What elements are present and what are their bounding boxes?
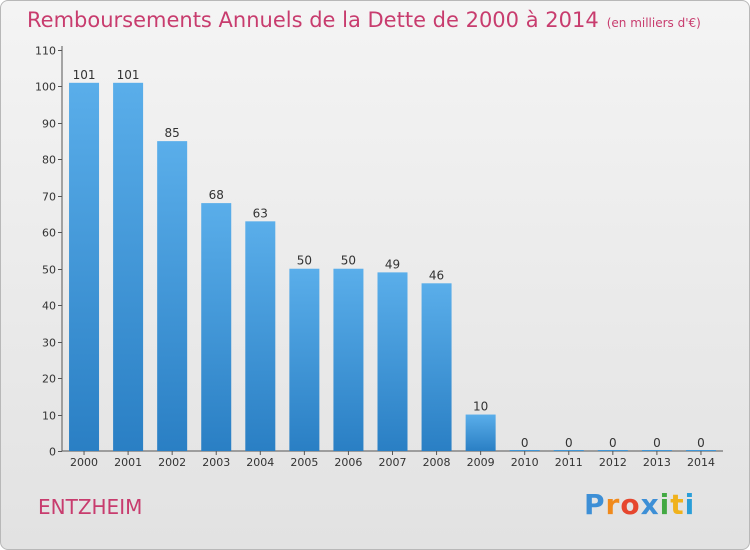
logo-letter: o <box>620 488 641 521</box>
bar <box>641 450 672 451</box>
data-label: 0 <box>565 436 573 450</box>
x-tick-label: 2011 <box>555 456 583 469</box>
data-label: 0 <box>653 436 661 450</box>
bar <box>201 203 232 451</box>
y-tick-label: 110 <box>35 45 56 58</box>
y-tick-label: 70 <box>42 191 56 204</box>
y-tick-label: 0 <box>49 446 56 459</box>
y-tick-label: 40 <box>42 300 56 313</box>
bar <box>377 272 408 451</box>
x-tick-label: 2004 <box>246 456 274 469</box>
bar <box>421 283 452 451</box>
bar-layer <box>69 82 716 452</box>
x-tick-label: 2000 <box>70 456 98 469</box>
data-label: 85 <box>165 126 180 140</box>
data-label: 0 <box>697 436 705 450</box>
data-label: 50 <box>297 254 312 268</box>
x-tick-label: 2006 <box>334 456 362 469</box>
data-label: 46 <box>429 268 444 282</box>
x-tick-label: 2008 <box>423 456 451 469</box>
data-label: 0 <box>521 436 529 450</box>
label-layer: 2000 101 2001 101 2002 85 2003 68 2004 63 2005 50 20… <box>70 68 715 469</box>
y-tick-label: 80 <box>42 154 56 167</box>
logo-letter: i <box>684 488 696 521</box>
y-tick-label: 20 <box>42 373 56 386</box>
bar <box>685 450 716 451</box>
x-tick-label: 2003 <box>202 456 230 469</box>
bar <box>597 450 628 451</box>
data-label: 50 <box>341 254 356 268</box>
x-tick-label: 2013 <box>643 456 671 469</box>
bar <box>245 221 276 451</box>
x-tick-label: 2007 <box>379 456 407 469</box>
y-tick-label: 90 <box>42 118 56 131</box>
bar <box>333 268 364 451</box>
chart-title-text: Remboursements Annuels de la Dette de 20… <box>27 8 599 32</box>
bar <box>553 450 584 451</box>
data-label: 68 <box>209 188 224 202</box>
data-label: 10 <box>473 400 488 414</box>
y-tick-label: 30 <box>42 337 56 350</box>
logo-letter: t <box>670 488 685 521</box>
data-label: 0 <box>609 436 617 450</box>
chart-title: Remboursements Annuels de la Dette de 20… <box>27 8 701 32</box>
x-tick-label: 2014 <box>687 456 715 469</box>
data-label: 49 <box>385 257 400 271</box>
logo-letter: P <box>584 488 606 521</box>
logo-letter: i <box>659 488 671 521</box>
x-tick-label: 2005 <box>290 456 318 469</box>
proxiti-logo[interactable]: Proxiti <box>584 488 695 521</box>
y-tick-label: 50 <box>42 264 56 277</box>
data-label: 101 <box>117 68 140 82</box>
bar <box>113 82 144 452</box>
x-tick-label: 2002 <box>158 456 186 469</box>
bar <box>289 268 320 451</box>
x-tick-label: 2009 <box>467 456 495 469</box>
logo-letter: r <box>605 488 621 521</box>
y-tick-label: 60 <box>42 227 56 240</box>
x-tick-label: 2010 <box>511 456 539 469</box>
data-label: 63 <box>253 206 268 220</box>
bar <box>69 82 100 452</box>
x-tick-label: 2012 <box>599 456 627 469</box>
bar <box>465 414 496 451</box>
bar <box>509 450 540 451</box>
commune-name: ENTZHEIM <box>38 495 143 519</box>
bar <box>157 141 188 452</box>
y-tick-label: 10 <box>42 410 56 423</box>
chart-subtitle: (en milliers d'€) <box>606 16 701 30</box>
x-tick-label: 2001 <box>114 456 142 469</box>
logo-letter: x <box>640 488 660 521</box>
data-label: 101 <box>73 68 96 82</box>
y-tick-label: 100 <box>35 81 56 94</box>
